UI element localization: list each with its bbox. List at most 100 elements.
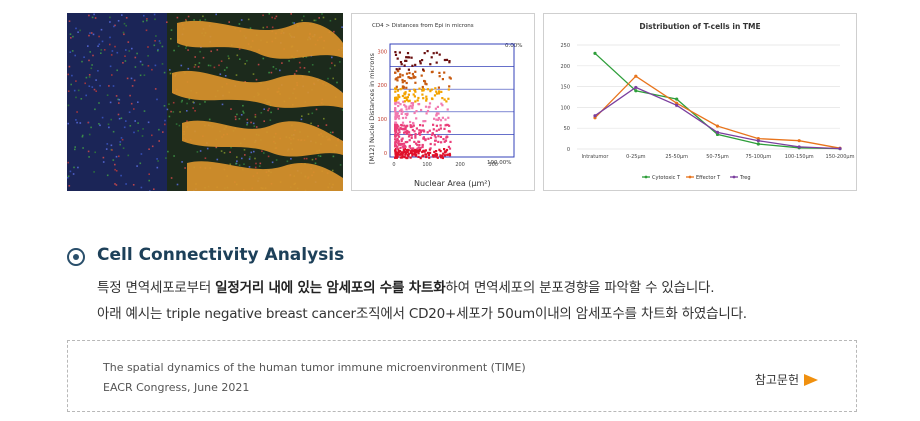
tissue-speckle <box>133 108 135 110</box>
tissue-speckle <box>71 50 74 52</box>
tissue-speckle <box>307 113 310 115</box>
scatter-point <box>398 131 401 134</box>
scatter-point <box>409 120 412 124</box>
scatter-point <box>412 150 415 153</box>
tissue-speckle <box>94 151 96 154</box>
tissue-speckle <box>215 13 217 16</box>
tissue-speckle <box>236 160 238 162</box>
scatter-point <box>404 128 407 131</box>
tissue-speckle <box>228 57 230 60</box>
tissue-speckle <box>94 108 96 111</box>
scatter-point <box>441 78 444 81</box>
tissue-speckle <box>114 163 116 166</box>
tissue-speckle <box>114 45 116 48</box>
scatter-point <box>400 112 403 115</box>
tissue-speckle <box>69 51 72 53</box>
tissue-speckle <box>164 119 166 122</box>
tissue-speckle <box>238 164 241 166</box>
scatter-point <box>431 132 434 135</box>
tissue-speckle <box>158 128 160 131</box>
scatter-point <box>397 125 400 128</box>
scatter-point <box>443 148 446 151</box>
scatter-point <box>410 136 413 139</box>
scatter-point <box>403 64 406 67</box>
tissue-speckle <box>109 101 112 104</box>
scatter-point <box>406 52 410 55</box>
scatter-point <box>410 77 413 80</box>
tissue-speckle <box>333 30 335 33</box>
scatter-point <box>410 102 413 105</box>
tissue-speckle <box>184 167 186 169</box>
tissue-speckle <box>249 27 252 29</box>
tissue-speckle <box>323 117 325 120</box>
tissue-speckle <box>139 162 142 165</box>
scatter-point <box>399 146 402 149</box>
scatter-point <box>406 151 409 154</box>
tissue-speckle <box>122 31 125 34</box>
scatter-point <box>425 99 428 102</box>
x-tick-label: 0-25µm <box>626 154 646 160</box>
scatter-point <box>445 148 449 152</box>
scatter-point <box>399 109 403 112</box>
tissue-speckle <box>301 115 303 117</box>
reference-link[interactable]: 참고문헌 <box>755 371 818 388</box>
tissue-speckle <box>196 151 199 153</box>
tissue-speckle <box>75 27 77 30</box>
scatter-point <box>426 131 429 134</box>
tissue-speckle <box>116 69 118 72</box>
scatter-point <box>424 82 427 85</box>
tissue-speckle <box>255 126 258 128</box>
tissue-speckle <box>115 184 118 186</box>
tissue-speckle <box>262 14 264 17</box>
tissue-speckle <box>305 56 308 58</box>
chart-title: Distribution of T-cells in TME <box>639 22 760 31</box>
scatter-point <box>441 116 444 119</box>
scatter-point <box>413 95 416 98</box>
scatter-point <box>430 56 433 59</box>
scatter-point <box>412 121 415 125</box>
tissue-speckle <box>235 162 237 165</box>
desc1-text: 특정 면역세포로부터 <box>97 280 216 296</box>
tissue-speckle <box>92 33 95 36</box>
scatter-point <box>408 107 411 110</box>
scatter-point <box>395 101 398 104</box>
scatter-point <box>411 154 414 157</box>
scatter-point <box>434 152 437 156</box>
tissue-speckle <box>100 52 102 54</box>
scatter-point <box>412 124 415 127</box>
tissue-speckle <box>209 64 212 67</box>
scatter-point <box>429 147 432 150</box>
scatter-point <box>408 144 411 148</box>
series-point <box>715 124 720 128</box>
tissue-speckle <box>244 63 246 65</box>
scatter-point <box>403 131 406 134</box>
scatter-point <box>417 155 420 158</box>
scatter-point <box>409 150 412 153</box>
tissue-speckle <box>148 173 150 175</box>
tissue-speckle <box>226 66 228 69</box>
tissue-speckle <box>134 120 136 122</box>
legend-label: Effector T <box>696 175 721 181</box>
tissue-speckle <box>327 77 329 80</box>
scatter-point <box>423 80 427 83</box>
scatter-point <box>394 143 397 146</box>
series-point <box>756 142 760 146</box>
tissue-speckle <box>259 162 262 165</box>
tissue-speckle <box>130 77 133 80</box>
scatter-point <box>409 104 412 107</box>
scatter-point <box>422 97 425 100</box>
tissue-speckle <box>178 124 181 127</box>
tissue-speckle <box>139 74 142 77</box>
scatter-point <box>424 138 427 141</box>
tissue-speckle <box>213 66 216 69</box>
tissue-speckle <box>154 88 157 90</box>
scatter-point <box>411 72 414 76</box>
scatter-point <box>407 135 411 138</box>
scatter-point <box>424 120 427 123</box>
scatter-point <box>397 114 400 118</box>
tissue-speckle <box>108 126 110 129</box>
tissue-speckle <box>146 18 148 20</box>
tissue-speckle <box>116 51 119 54</box>
tissue-speckle <box>192 101 194 103</box>
tissue-speckle <box>204 101 206 103</box>
